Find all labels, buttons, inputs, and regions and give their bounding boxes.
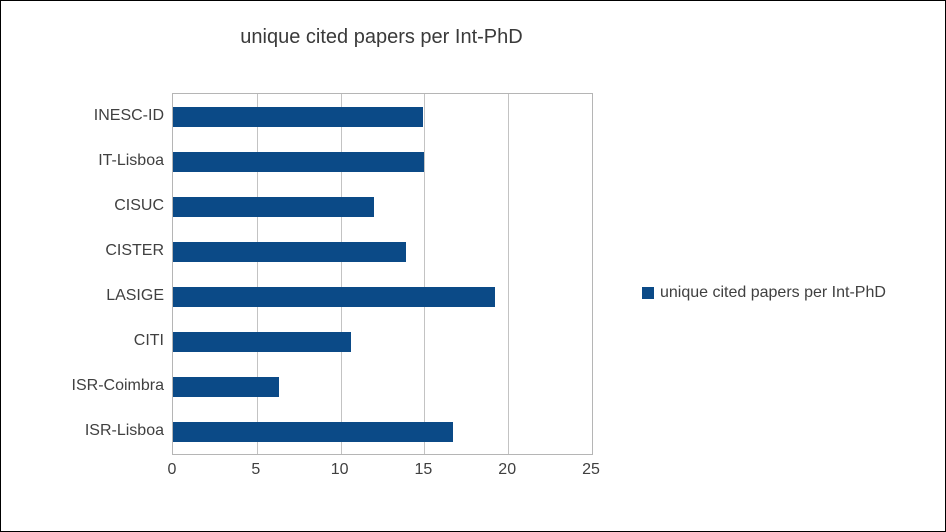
bar-isr-coimbra [173,376,279,397]
bar-isr-lisboa [173,421,453,442]
x-axis-tick-label: 10 [330,461,349,478]
plot-area [172,93,593,455]
y-axis-label: INESC-ID [93,106,164,124]
x-axis-tick-label: 20 [498,461,517,478]
bar-it-lisboa [173,151,425,172]
y-axis-label: ISR-Lisboa [84,421,164,439]
gridline [424,94,426,454]
y-axis-label: IT-Lisboa [98,151,164,169]
legend-label: unique cited papers per Int-PhD [660,284,886,301]
bar-citi [173,331,351,352]
bar-cisuc [173,196,375,217]
y-axis-label: CISUC [114,196,164,214]
chart-title: unique cited papers per Int-PhD [240,26,523,48]
gridline [508,94,510,454]
bar-cister [173,241,406,262]
y-axis-label: CISTER [105,241,164,259]
x-axis-tick-label: 5 [251,461,261,478]
y-axis-label: LASIGE [106,286,164,304]
gridline [340,94,342,454]
y-axis-label: CITI [133,331,164,349]
x-axis-tick-label: 0 [167,461,177,478]
y-axis-labels: INESC-ID IT-Lisboa CISUC CISTER LASIGE CITI IS… [0,93,164,453]
x-axis-tick-labels: 0 5 10 15 20 25 [168,461,600,481]
legend-swatch-icon [642,287,654,299]
legend: unique cited papers per Int-PhD [642,284,886,302]
bar-inesc-id [173,106,423,127]
x-axis-tick-label: 25 [582,461,600,478]
x-axis-tick-label: 15 [414,461,433,478]
bar-lasige [173,286,495,307]
gridline [256,94,258,454]
y-axis-label: ISR-Coimbra [71,376,164,394]
